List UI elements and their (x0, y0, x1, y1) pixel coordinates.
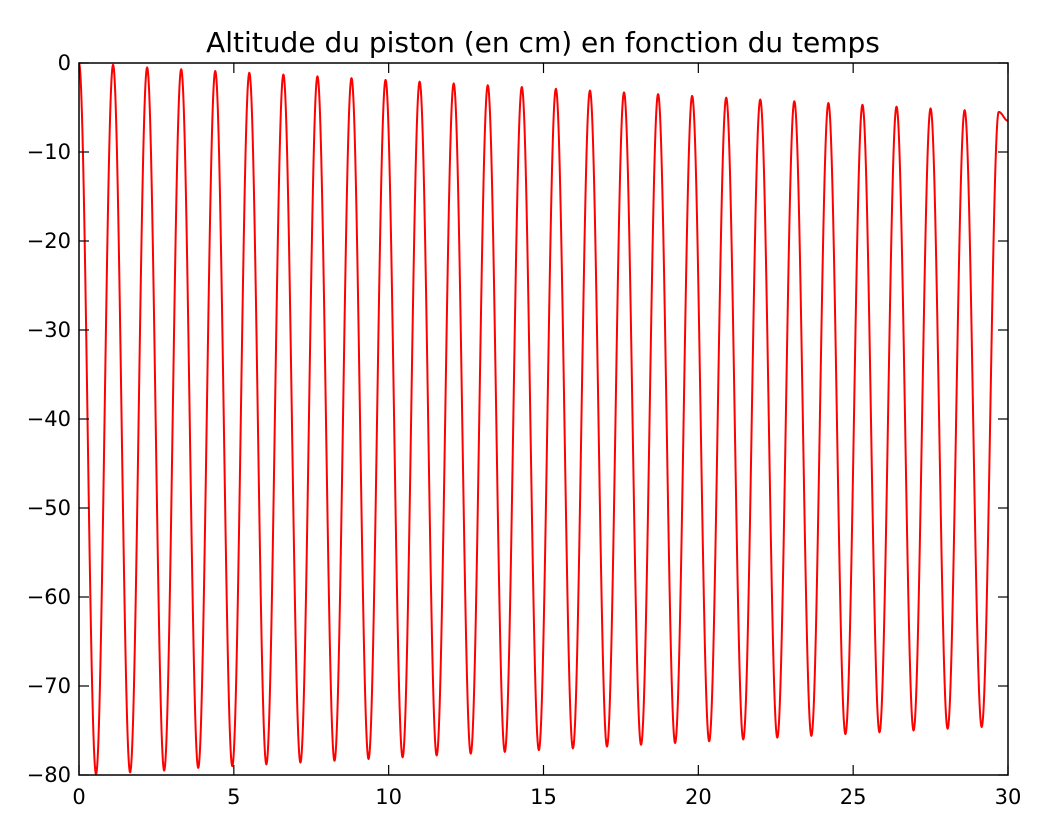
y-tick-label: −40 (27, 407, 71, 431)
y-tick-label: −30 (27, 318, 71, 342)
y-tick-label: −10 (27, 140, 71, 164)
y-tick-label: 0 (58, 51, 71, 75)
chart-title: Altitude du piston (en cm) en fonction d… (206, 26, 880, 59)
y-tick-label: −20 (27, 229, 71, 253)
axis-layer: 0 5 10 15 20 25 30 0 −10 −20 −30 −40 −50 −60 −70 −80 (27, 51, 1022, 809)
x-tick-label: 0 (72, 785, 85, 809)
x-tick-label: 10 (375, 785, 402, 809)
x-tick-label: 20 (685, 785, 712, 809)
series-layer (79, 63, 1008, 775)
x-tick-label: 30 (995, 785, 1022, 809)
y-tick-label: −50 (27, 496, 71, 520)
y-tick-label: −80 (27, 763, 71, 787)
y-tick-label: −70 (27, 674, 71, 698)
x-tick-label: 5 (227, 785, 240, 809)
series-line-1 (79, 63, 1008, 775)
x-tick-label: 25 (840, 785, 867, 809)
y-tick-label: −60 (27, 585, 71, 609)
x-tick-label: 15 (530, 785, 557, 809)
